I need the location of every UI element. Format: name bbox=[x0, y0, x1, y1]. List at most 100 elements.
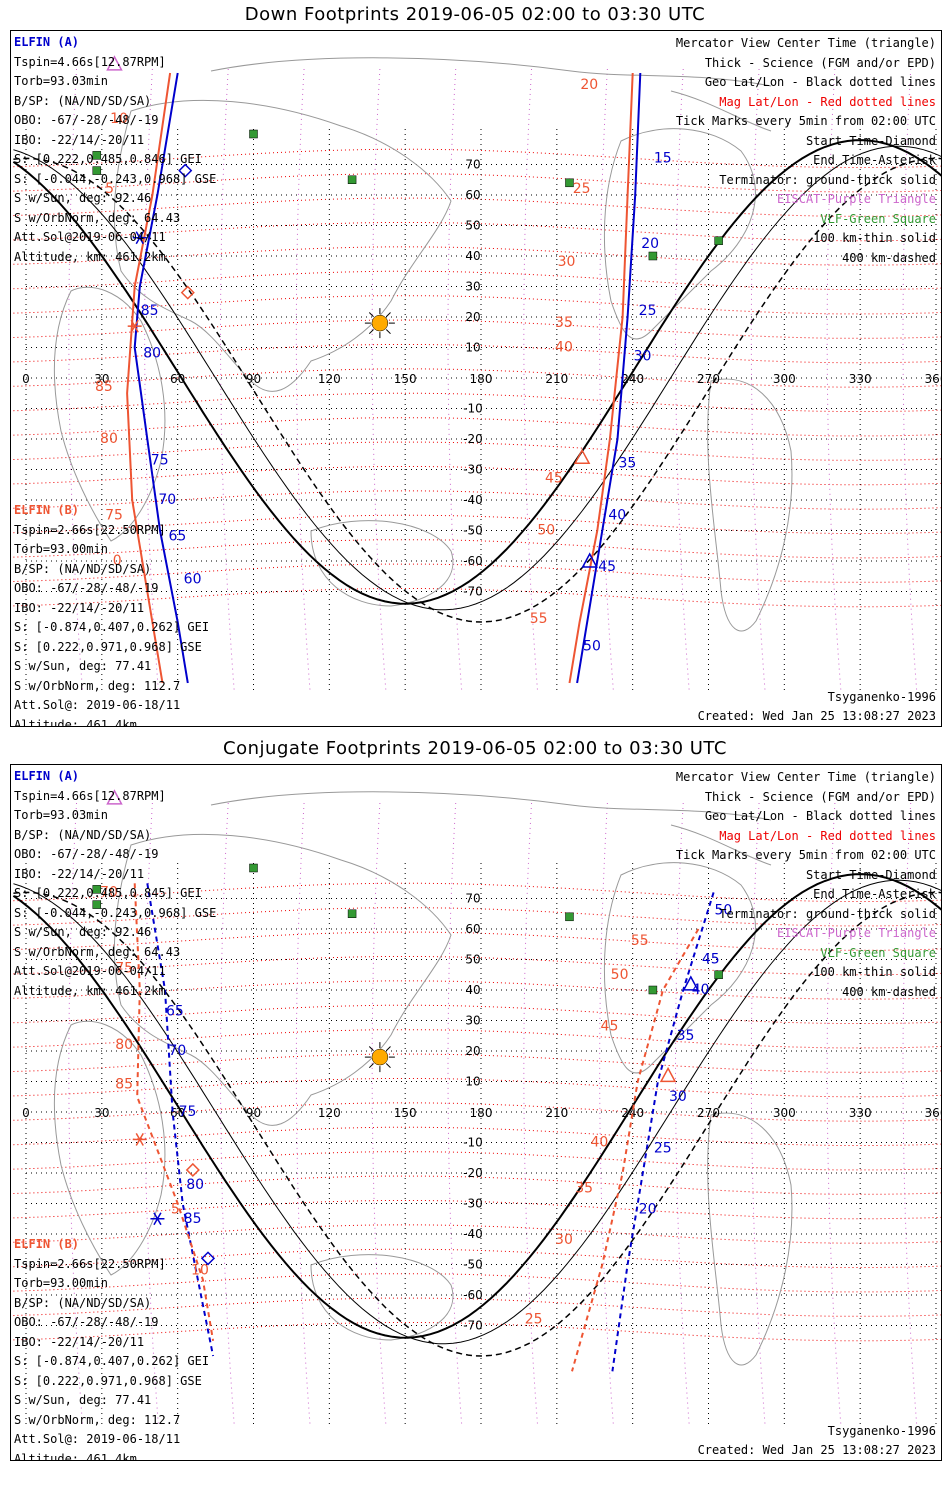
mag-meridian bbox=[68, 68, 84, 692]
elfin-a-name: ELFIN (A) bbox=[14, 769, 80, 783]
track-b-tick-label: 80 bbox=[100, 431, 118, 447]
vlf-square-icon bbox=[347, 175, 357, 184]
legend-item: Terminator: ground-thick solid bbox=[719, 172, 936, 187]
track-a-tick-label: 80 bbox=[143, 346, 161, 362]
mag-meridian bbox=[447, 68, 463, 692]
elfin-b-info-line: Altitude: 461.4km bbox=[14, 717, 137, 727]
elfin-a-info-line: Tspin=4.66s[12.87RPM] bbox=[14, 788, 166, 803]
lon-label: 150 bbox=[394, 1106, 417, 1120]
lat-label: 60 bbox=[465, 922, 480, 936]
lon-label: 210 bbox=[545, 1106, 568, 1120]
track-b-tick-label: 75 bbox=[105, 507, 123, 523]
mag-meridian bbox=[826, 68, 842, 692]
lat-label: 10 bbox=[465, 341, 480, 355]
lon-label: 60 bbox=[170, 372, 185, 386]
lat-label: 70 bbox=[465, 892, 480, 906]
down-footprints-panel: 0306090120150180210240270300330360706050… bbox=[10, 30, 942, 727]
elfin-a-info-line: Altitude, km: 461.2km bbox=[14, 983, 166, 998]
model-label: Tsyganenko-1996 bbox=[827, 690, 936, 704]
start-diamond-icon bbox=[180, 285, 195, 300]
conjugate-footprints-panel: 0306090120150180210240270300330360706050… bbox=[10, 764, 942, 1461]
track-b-tick-label: 70 bbox=[100, 884, 118, 900]
track-b-tick-label: 45 bbox=[601, 1019, 619, 1035]
mag-meridian bbox=[220, 802, 235, 1426]
mag-meridian bbox=[826, 802, 842, 1426]
elfin-a-info-line: S: [0.222,0.485,0.846] GEI bbox=[14, 152, 202, 166]
track-a-tick-label: 65 bbox=[169, 529, 187, 545]
geo-grid bbox=[25, 129, 937, 691]
elfin-b-info-line: S w/OrbNorm, deg: 112.7 bbox=[14, 678, 181, 693]
lat-label: -20 bbox=[463, 1166, 483, 1180]
elfin-b-info-line: S: [0.222,0.971,0.968] GSE bbox=[14, 1373, 202, 1388]
track-a-tick-label: 40 bbox=[608, 507, 626, 523]
coastlines bbox=[53, 791, 793, 1366]
mag-meridian bbox=[750, 802, 766, 1426]
elfin-b-info-line: Tspin=2.66s[22.50RPM] bbox=[14, 522, 166, 537]
track-a-tick-label: 50 bbox=[583, 638, 601, 654]
elfin-a-info-line: IBO: -22/14/-20/11 bbox=[14, 866, 145, 881]
track-a-tick-label: 80 bbox=[186, 1177, 204, 1193]
legend-item: Terminator: ground-thick solid bbox=[719, 906, 936, 921]
legend-item: Mercator View Center Time (triangle) bbox=[675, 770, 936, 784]
legend-item: Mercator View Center Time (triangle) bbox=[675, 36, 936, 50]
mag-meridian bbox=[295, 68, 311, 692]
track-b-tick-label: 25 bbox=[573, 181, 591, 197]
elfin-b-info: ELFIN (B) Tspin=2.66s[22.50RPM] Torb=93.00… bbox=[14, 501, 209, 727]
elfin-a-info-line: S w/Sun, deg: 92.46 bbox=[14, 191, 152, 205]
track-b-tick-label: 10 bbox=[110, 111, 128, 127]
track-b-tick-label: 10 bbox=[191, 1263, 209, 1279]
elfin-b-info-line: S: [0.222,0.971,0.968] GSE bbox=[14, 639, 202, 654]
center-time-triangle-icon bbox=[106, 789, 123, 805]
vlf-square-icon bbox=[714, 236, 723, 245]
footprint-tracks bbox=[126, 72, 642, 684]
elfin-a-info-line: B/SP: (NA/ND/SD/SA) bbox=[14, 93, 152, 108]
legend-item: EISCAT-Purple Triangle bbox=[777, 192, 936, 206]
vlf-square-icon bbox=[347, 909, 357, 918]
track-b-tick-label: 85 bbox=[95, 379, 113, 395]
lat-label: -50 bbox=[463, 524, 483, 538]
legend-item: 100 km-thin solid bbox=[813, 965, 936, 979]
track-b-tick-label: 80 bbox=[115, 1037, 133, 1053]
elfin-b-info-line: IBO: -22/14/-20/11 bbox=[14, 600, 145, 615]
track-b-tick-label: 40 bbox=[555, 340, 573, 356]
lon-label: 180 bbox=[470, 372, 493, 386]
track-b-tick-label: 35 bbox=[555, 315, 573, 331]
track-a-tick-label: 85 bbox=[141, 303, 159, 319]
mag-meridian bbox=[523, 68, 539, 692]
mag-meridian bbox=[675, 68, 690, 692]
legend-item: Start Time-Diamond bbox=[805, 133, 936, 148]
vlf-square-icon bbox=[92, 900, 102, 909]
elfin-a-info-line: Altitude, km: 461.2km bbox=[14, 249, 166, 264]
legend-item: Thick - Science (FGM and/or EPD) bbox=[704, 55, 936, 70]
elfin-b-info-line: B/SP: (NA/ND/SD/SA) bbox=[14, 1295, 152, 1310]
lat-label: -50 bbox=[463, 1258, 483, 1272]
terminator-100km bbox=[13, 145, 941, 611]
sun-icon bbox=[364, 1042, 395, 1073]
track-a-tick-label: 75 bbox=[151, 452, 169, 468]
mag-meridian bbox=[599, 68, 614, 692]
legend: Mercator View Center Time (triangle) Thic… bbox=[676, 768, 936, 1002]
legend-item: Geo Lat/Lon - Black dotted lines bbox=[704, 75, 936, 89]
elfin-b-name: ELFIN (B) bbox=[14, 503, 80, 517]
created-timestamp: Created: Wed Jan 25 13:08:27 2023 bbox=[697, 1443, 936, 1457]
lon-label: 0 bbox=[22, 1106, 30, 1120]
track-b-tick-label: 5 bbox=[105, 181, 114, 197]
model-label: Tsyganenko-1996 bbox=[827, 1424, 936, 1438]
lon-label: 330 bbox=[849, 1106, 872, 1120]
lat-label: 20 bbox=[465, 1044, 480, 1058]
lon-label: 30 bbox=[94, 1106, 109, 1120]
lat-label: -20 bbox=[463, 432, 483, 446]
track-b-tick-label: 50 bbox=[611, 967, 629, 983]
end-asterisk-icon bbox=[135, 231, 144, 245]
track-b-tick-label: 30 bbox=[558, 254, 576, 270]
elfin-a-info-line: Att.Sol@2019-06-04/11 bbox=[14, 230, 166, 244]
vlf-square-icon bbox=[565, 178, 574, 188]
start-diamond-icon bbox=[185, 1162, 200, 1178]
created-timestamp: Created: Wed Jan 25 13:08:27 2023 bbox=[697, 709, 936, 723]
track-b-tick-label: 40 bbox=[590, 1135, 608, 1151]
map-canvas: 0306090120150180210240270300330360706050… bbox=[12, 789, 941, 1426]
legend-item: Tick Marks every 5min from 02:00 UTC bbox=[675, 114, 936, 128]
lat-label: -60 bbox=[463, 554, 483, 568]
lat-label: -70 bbox=[463, 585, 483, 599]
vlf-square-icon bbox=[92, 885, 102, 894]
